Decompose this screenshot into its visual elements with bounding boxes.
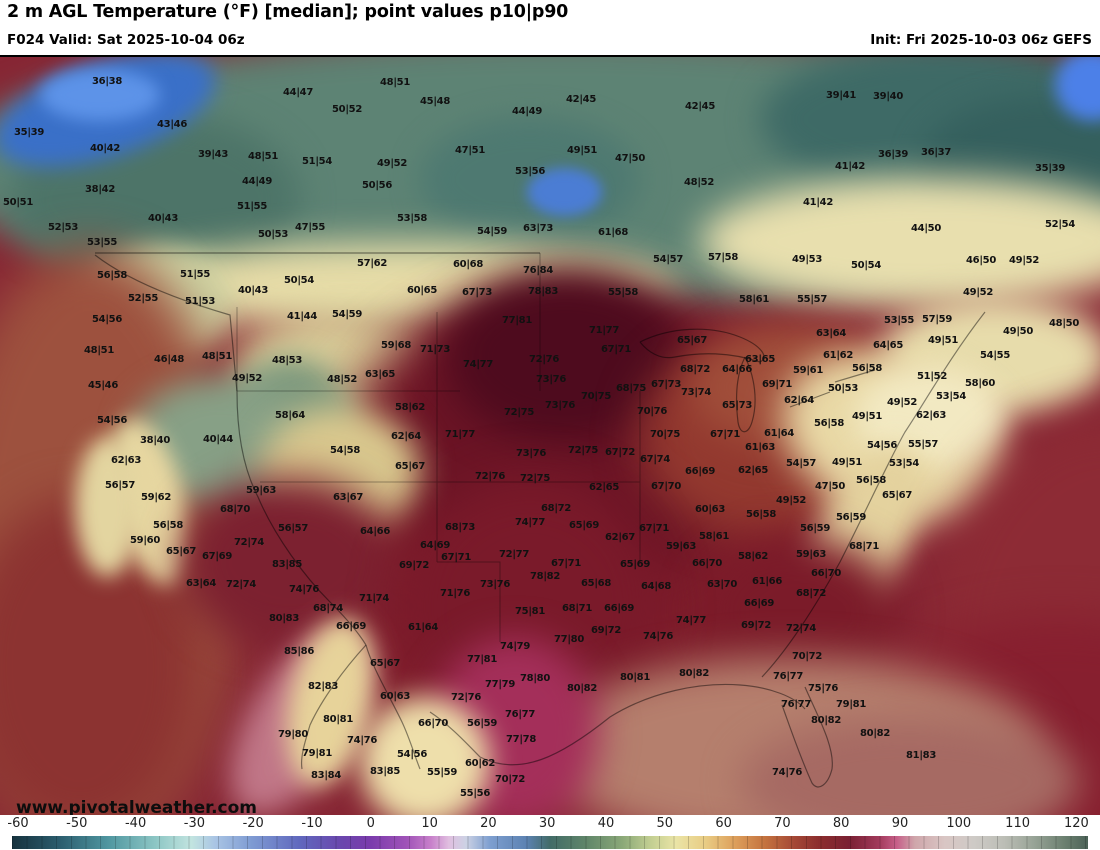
colorbar-tick-label: 60 (715, 816, 732, 831)
colorbar-tick-label: 50 (656, 816, 674, 831)
colorbar-tick-label: -10 (301, 816, 323, 831)
watermark-url: www.pivotalweather.com (16, 798, 258, 818)
header-bar: 2 m AGL Temperature (°F) [median]; point… (0, 0, 1100, 55)
colorbar-tick-label: -40 (124, 816, 147, 831)
colorbar-gradient (12, 836, 1088, 849)
colorbar-tick-label: -60 (7, 816, 29, 831)
colorbar-tick-label: 120 (1063, 816, 1089, 831)
colorbar-tick-label: -20 (242, 816, 264, 831)
colorbar-tick-label: 110 (1005, 816, 1031, 831)
colorbar-tick-label: 90 (891, 816, 909, 831)
colorbar-tick-label: -50 (66, 816, 88, 831)
colorbar-tick-label: 20 (480, 816, 497, 831)
colorbar-tick-label: -30 (183, 816, 206, 831)
geo-borders-overlay (94, 252, 986, 788)
init-time-label: Init: Fri 2025-10-03 06z GEFS (870, 32, 1092, 48)
colorbar-tick-label: 30 (538, 816, 556, 831)
colorbar-tick-label: 0 (366, 816, 375, 831)
colorbar-tick-label: 80 (832, 816, 850, 831)
temperature-map: piv⚙tal weather (0, 55, 1100, 817)
colorbar-tick-label: 70 (774, 816, 791, 831)
valid-time-label: F024 Valid: Sat 2025-10-04 06z (7, 32, 245, 48)
colorbar-tick-labels: -60 -50 -40 -30 -20 -10 0 10 20 30 40 50 60 70 80 90 100… (0, 816, 1100, 834)
colorbar-segment-lines (12, 836, 1088, 849)
colorbar: -60 -50 -40 -30 -20 -10 0 10 20 30 40 50 60 70 80 90 100… (0, 815, 1100, 850)
page-title: 2 m AGL Temperature (°F) [median]; point… (7, 2, 569, 22)
colorbar-tick-label: 10 (421, 816, 438, 831)
colorbar-tick-label: 40 (597, 816, 615, 831)
colorbar-tick-label: 100 (946, 816, 972, 831)
